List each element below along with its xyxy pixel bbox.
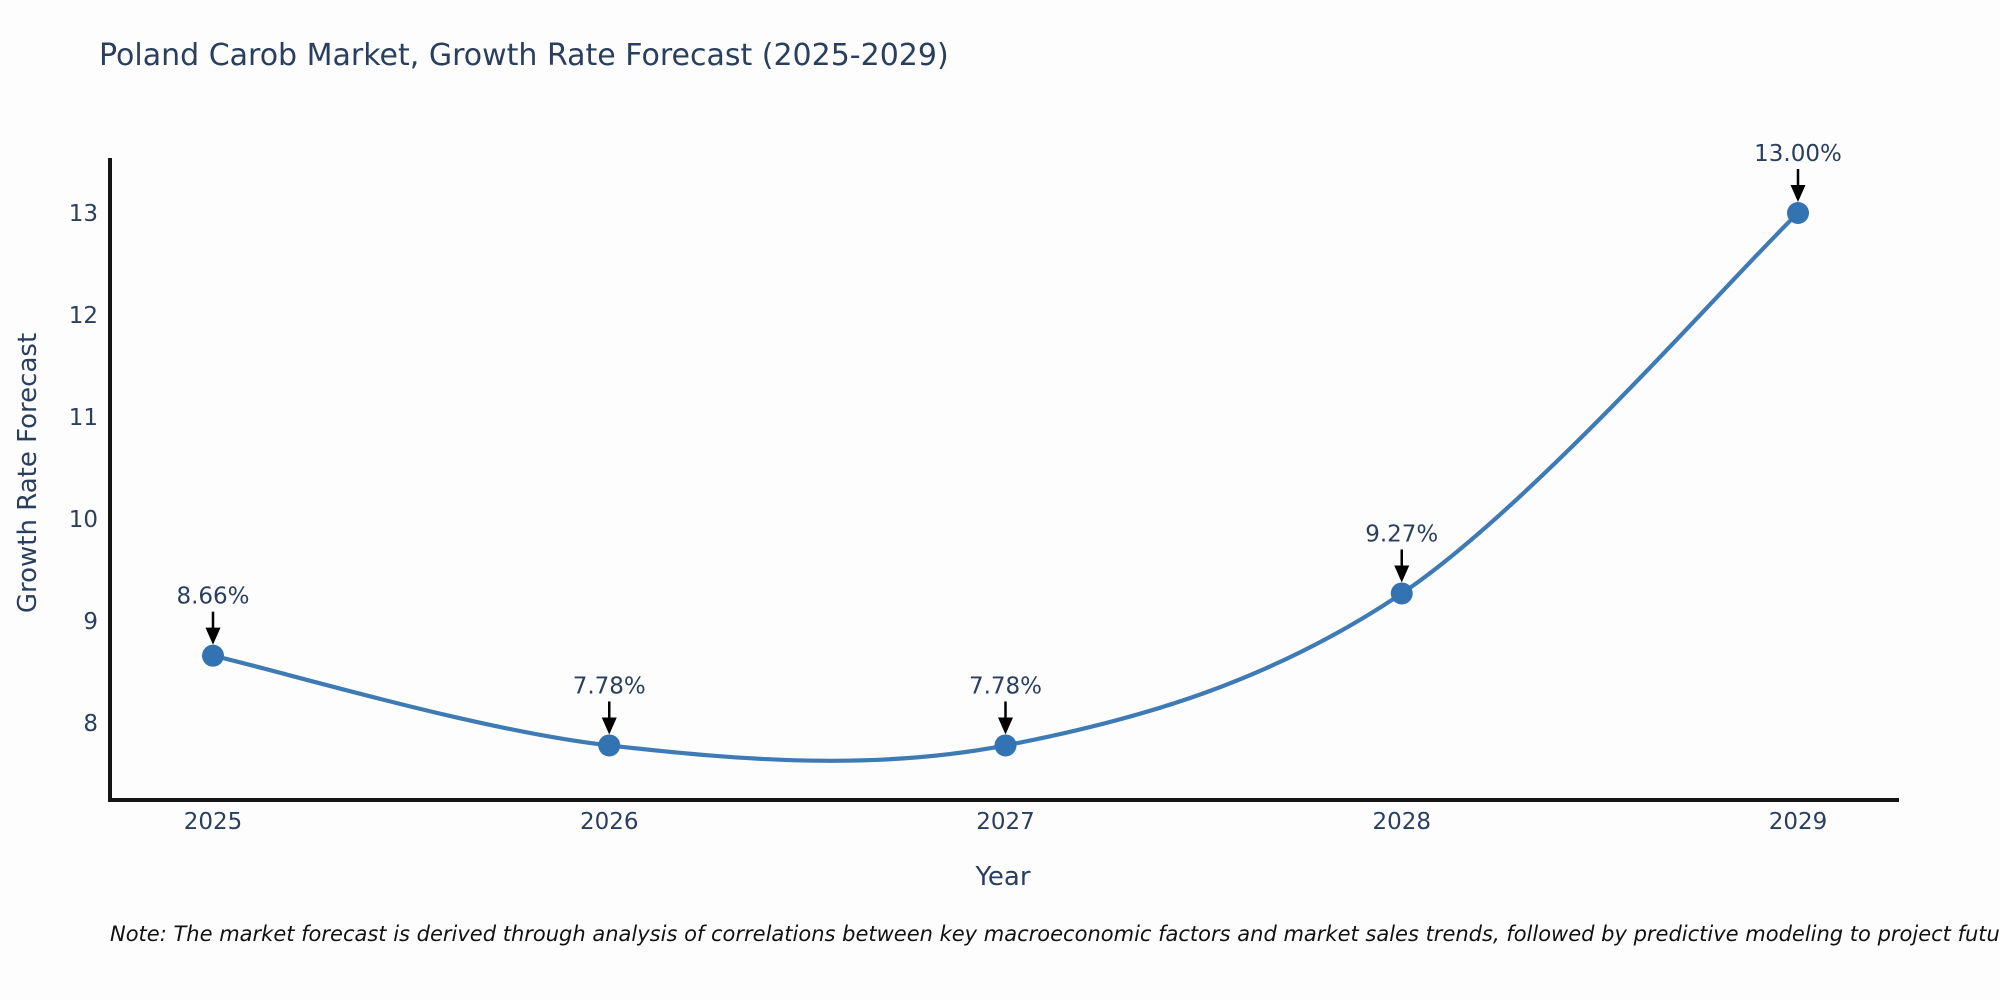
data-point-2026[interactable] [598,734,621,757]
point-value-label-2027: 7.78% [969,673,1042,699]
y-tick-label-13: 13 [69,201,98,227]
y-tick-label-11: 11 [69,405,98,431]
x-tick-label-2027: 2027 [976,809,1035,835]
annotation-arrowhead-2029 [1790,185,1806,202]
point-value-label-2029: 13.00% [1754,141,1842,167]
y-tick-label-12: 12 [69,303,98,329]
data-point-2028[interactable] [1390,582,1413,605]
y-tick-label-9: 9 [83,609,98,635]
x-tick-label-2026: 2026 [580,809,639,835]
chart-title: Poland Carob Market, Growth Rate Forecas… [99,38,949,73]
point-value-label-2025: 8.66% [176,584,249,610]
x-tick-label-2025: 2025 [184,809,243,835]
forecast-line [212,211,1800,763]
annotation-arrowhead-2025 [205,627,221,645]
footnote: Note: The market forecast is derived thr… [110,922,2000,946]
annotation-arrowhead-2028 [1394,565,1410,583]
annotation-arrowhead-2027 [998,717,1013,735]
y-tick-label-10: 10 [69,507,98,533]
y-tick-label-8: 8 [83,711,98,737]
x-axis-title: Year [975,862,1031,892]
x-tick-label-2029: 2029 [1769,809,1828,835]
x-tick-label-2028: 2028 [1372,809,1431,835]
point-value-label-2028: 9.27% [1365,521,1438,547]
axis-spines [108,158,1899,802]
data-point-2025[interactable] [202,644,224,667]
data-point-2027[interactable] [994,734,1017,757]
data-point-2029[interactable] [1787,202,1809,224]
annotation-arrowhead-2026 [601,717,617,735]
point-value-label-2026: 7.78% [573,673,646,699]
